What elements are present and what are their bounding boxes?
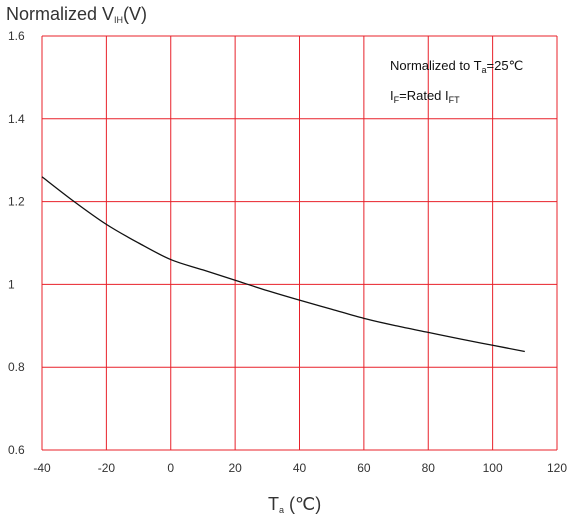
x-tick-label: 60	[357, 461, 371, 475]
y-tick-label: 1.4	[8, 112, 25, 126]
y-tick-labels: 0.6 0.8 1 1.2 1.4 1.6	[8, 29, 25, 457]
y-tick-label: 1.2	[8, 195, 25, 209]
x-tick-label: -40	[33, 461, 51, 475]
x-tick-label: 20	[228, 461, 242, 475]
x-tick-label: 40	[293, 461, 307, 475]
y-axis-label: Normalized VIH(V)	[6, 4, 148, 25]
x-tick-label: 80	[422, 461, 436, 475]
x-tick-label: 0	[167, 461, 174, 475]
annotation-normalized: Normalized to Ta=25℃	[390, 58, 524, 75]
y-tick-label: 1	[8, 277, 15, 291]
x-tick-labels: -40 -20 0 20 40 60 80 100 120	[33, 461, 567, 475]
series-line	[41, 176, 525, 353]
y-tick-label: 1.6	[8, 29, 25, 43]
x-axis-label: Ta (℃)	[268, 494, 322, 515]
annotation-current: IF=Rated IFT	[390, 88, 460, 105]
grid	[41, 35, 558, 451]
x-tick-label: -20	[98, 461, 116, 475]
y-tick-label: 0.8	[8, 360, 25, 374]
x-tick-label: 120	[547, 461, 567, 475]
y-tick-label: 0.6	[8, 443, 25, 457]
x-tick-label: 100	[483, 461, 503, 475]
